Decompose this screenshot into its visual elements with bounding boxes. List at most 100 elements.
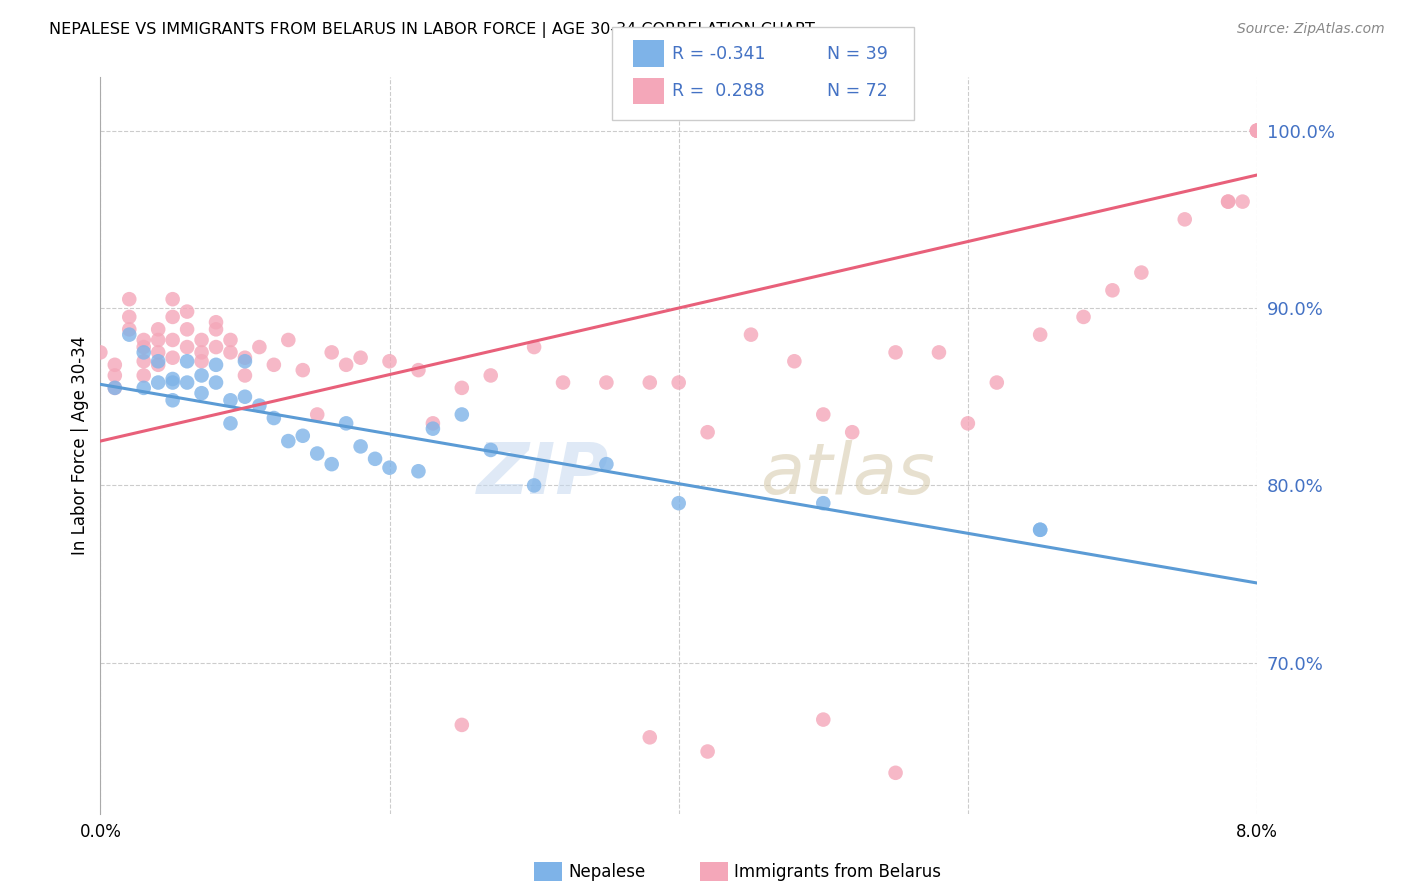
Point	[190, 354, 212, 368]
Point	[176, 322, 198, 336]
Text: Nepalese: Nepalese	[568, 863, 645, 881]
Point	[148, 345, 170, 359]
Point	[1073, 310, 1095, 324]
Point	[335, 358, 357, 372]
Point	[450, 408, 472, 422]
Point	[928, 345, 950, 359]
Point	[233, 390, 256, 404]
Point	[277, 333, 299, 347]
Point	[247, 340, 270, 354]
Point	[132, 345, 155, 359]
Point	[118, 310, 141, 324]
Point	[148, 322, 170, 336]
Point	[783, 354, 806, 368]
Point	[205, 340, 228, 354]
Point	[205, 358, 228, 372]
Point	[277, 434, 299, 448]
Point	[219, 393, 242, 408]
Point	[118, 292, 141, 306]
Point	[1029, 523, 1052, 537]
Point	[104, 381, 127, 395]
Point	[813, 408, 835, 422]
Point	[986, 376, 1008, 390]
Point	[148, 354, 170, 368]
Text: Immigrants from Belarus: Immigrants from Belarus	[734, 863, 941, 881]
Y-axis label: In Labor Force | Age 30-34: In Labor Force | Age 30-34	[72, 336, 89, 555]
Point	[219, 417, 242, 431]
Point	[422, 422, 444, 436]
Point	[1130, 266, 1153, 280]
Point	[291, 363, 314, 377]
Point	[132, 368, 155, 383]
Point	[176, 304, 198, 318]
Point	[956, 417, 979, 431]
Point	[335, 417, 357, 431]
Point	[118, 322, 141, 336]
Point	[321, 457, 343, 471]
Point	[378, 460, 401, 475]
Point	[263, 358, 285, 372]
Point	[523, 478, 546, 492]
Point	[841, 425, 863, 440]
Point	[696, 745, 718, 759]
Point	[668, 376, 690, 390]
Point	[104, 368, 127, 383]
Point	[349, 351, 371, 365]
Point	[132, 381, 155, 395]
Point	[190, 345, 212, 359]
Text: N = 39: N = 39	[827, 45, 887, 62]
Point	[422, 417, 444, 431]
Point	[104, 381, 127, 395]
Point	[479, 442, 502, 457]
Point	[595, 376, 617, 390]
Point	[364, 451, 387, 466]
Point	[104, 358, 127, 372]
Point	[148, 333, 170, 347]
Point	[450, 718, 472, 732]
Point	[523, 340, 546, 354]
Point	[1216, 194, 1239, 209]
Text: Source: ZipAtlas.com: Source: ZipAtlas.com	[1237, 22, 1385, 37]
Point	[1216, 194, 1239, 209]
Text: NEPALESE VS IMMIGRANTS FROM BELARUS IN LABOR FORCE | AGE 30-34 CORRELATION CHART: NEPALESE VS IMMIGRANTS FROM BELARUS IN L…	[49, 22, 815, 38]
Point	[176, 340, 198, 354]
Point	[162, 310, 184, 324]
Point	[1174, 212, 1197, 227]
Point	[884, 765, 907, 780]
Point	[321, 345, 343, 359]
Point	[479, 368, 502, 383]
Point	[118, 327, 141, 342]
Point	[551, 376, 574, 390]
Point	[595, 457, 617, 471]
Point	[450, 381, 472, 395]
Point	[668, 496, 690, 510]
Text: N = 72: N = 72	[827, 82, 887, 100]
Point	[190, 368, 212, 383]
Point	[1029, 327, 1052, 342]
Point	[219, 333, 242, 347]
Point	[378, 354, 401, 368]
Point	[307, 408, 329, 422]
Text: atlas: atlas	[759, 441, 935, 509]
Point	[1246, 123, 1268, 137]
Point	[1029, 523, 1052, 537]
Point	[176, 376, 198, 390]
Point	[638, 376, 661, 390]
Point	[190, 333, 212, 347]
Text: R = -0.341: R = -0.341	[672, 45, 766, 62]
Point	[638, 731, 661, 745]
Point	[349, 439, 371, 453]
Point	[696, 425, 718, 440]
Point	[233, 354, 256, 368]
Point	[162, 292, 184, 306]
Point	[148, 358, 170, 372]
Point	[205, 376, 228, 390]
Point	[813, 496, 835, 510]
Point	[1246, 123, 1268, 137]
Point	[233, 351, 256, 365]
Point	[740, 327, 762, 342]
Point	[132, 333, 155, 347]
Point	[1232, 194, 1254, 209]
Point	[291, 429, 314, 443]
Text: R =  0.288: R = 0.288	[672, 82, 765, 100]
